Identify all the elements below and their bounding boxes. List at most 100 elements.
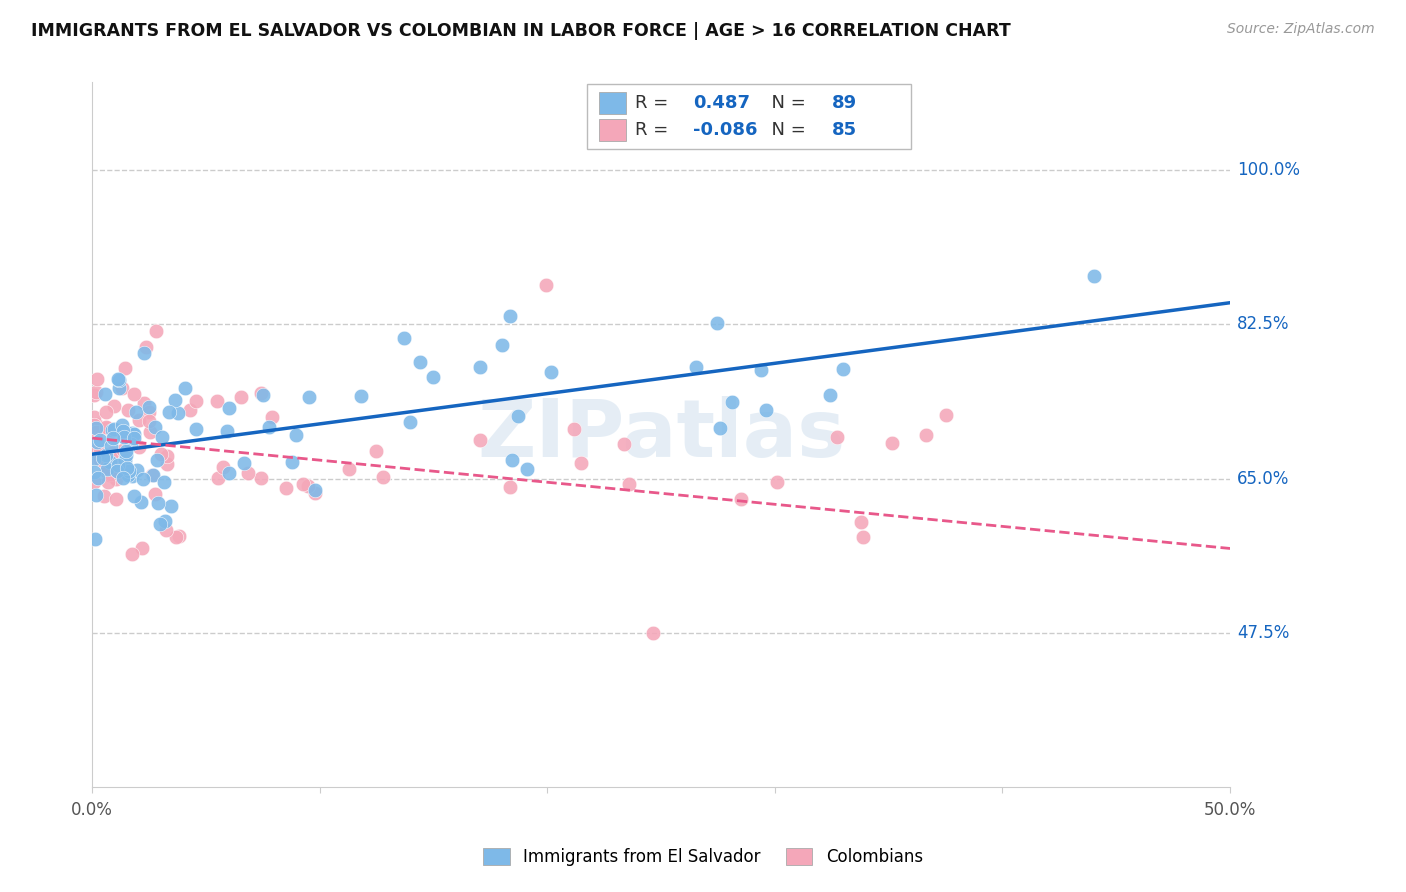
Point	[96, 461, 118, 475]
Point	[394, 331, 416, 345]
Point	[98, 455, 121, 469]
Point	[94, 387, 117, 401]
Point	[215, 424, 238, 438]
Point	[84, 420, 107, 434]
Point	[101, 446, 124, 460]
Point	[97, 475, 120, 489]
Point	[115, 448, 138, 462]
Point	[96, 405, 118, 419]
Point	[207, 471, 229, 485]
Point	[398, 415, 420, 429]
Point	[117, 468, 139, 483]
Text: 0.487: 0.487	[693, 94, 749, 112]
Point	[107, 458, 129, 472]
Point	[117, 403, 139, 417]
Point	[291, 477, 314, 491]
Point	[83, 388, 105, 402]
Point	[262, 409, 284, 424]
Text: N =: N =	[761, 120, 811, 139]
Point	[818, 388, 841, 402]
Point	[84, 532, 107, 546]
Point	[100, 467, 122, 482]
Point	[337, 462, 360, 476]
Point	[619, 477, 641, 491]
Point	[173, 381, 195, 395]
Point	[643, 625, 665, 640]
Point	[281, 455, 304, 469]
Point	[86, 372, 108, 386]
Text: 47.5%: 47.5%	[1237, 624, 1289, 642]
FancyBboxPatch shape	[588, 84, 911, 149]
Point	[165, 392, 187, 407]
Point	[825, 430, 848, 444]
Point	[298, 390, 321, 404]
Point	[141, 467, 163, 482]
Point	[143, 419, 166, 434]
Point	[114, 360, 136, 375]
Point	[304, 486, 326, 500]
Point	[218, 466, 240, 480]
Point	[157, 405, 180, 419]
Point	[128, 440, 150, 454]
Point	[152, 430, 174, 444]
Point	[249, 386, 271, 401]
Point	[564, 421, 586, 435]
FancyBboxPatch shape	[599, 92, 626, 114]
Point	[250, 471, 273, 485]
Point	[108, 381, 131, 395]
Point	[160, 499, 183, 513]
Point	[111, 471, 134, 485]
Point	[849, 515, 872, 529]
Point	[96, 465, 118, 479]
Point	[94, 420, 117, 434]
Point	[709, 420, 731, 434]
Point	[98, 467, 121, 482]
Point	[422, 370, 444, 384]
Point	[233, 456, 256, 470]
Point	[103, 400, 125, 414]
Point	[94, 452, 117, 467]
Point	[111, 443, 134, 458]
Point	[366, 444, 388, 458]
Point	[207, 394, 229, 409]
Text: R =: R =	[636, 94, 673, 112]
Point	[105, 491, 128, 506]
Point	[143, 487, 166, 501]
Point	[84, 385, 107, 400]
Point	[89, 445, 111, 459]
Point	[94, 448, 117, 462]
Text: 65.0%: 65.0%	[1237, 469, 1289, 488]
Point	[124, 426, 146, 441]
Point	[83, 465, 105, 479]
Point	[491, 338, 513, 352]
Point	[506, 409, 529, 423]
Point	[252, 387, 274, 401]
Point	[84, 417, 107, 431]
Legend: Immigrants from El Salvador, Colombians: Immigrants from El Salvador, Colombians	[477, 841, 929, 873]
Point	[121, 468, 143, 483]
Point	[132, 396, 155, 410]
Text: ZIPatlas: ZIPatlas	[477, 395, 845, 474]
Point	[146, 496, 169, 510]
Point	[84, 425, 107, 439]
Point	[86, 488, 108, 502]
Text: R =: R =	[636, 120, 673, 139]
Point	[103, 422, 125, 436]
Point	[128, 413, 150, 427]
Point	[100, 424, 122, 438]
Point	[730, 491, 752, 506]
Point	[569, 456, 592, 470]
Point	[134, 346, 156, 360]
Point	[304, 483, 326, 497]
Point	[138, 401, 160, 415]
Point	[755, 403, 778, 417]
Point	[153, 475, 176, 489]
Point	[749, 362, 772, 376]
Point	[831, 361, 853, 376]
Point	[218, 401, 240, 415]
Point	[285, 427, 308, 442]
Point	[706, 316, 728, 330]
Point	[96, 421, 118, 435]
Point	[112, 425, 135, 439]
Point	[103, 450, 125, 465]
